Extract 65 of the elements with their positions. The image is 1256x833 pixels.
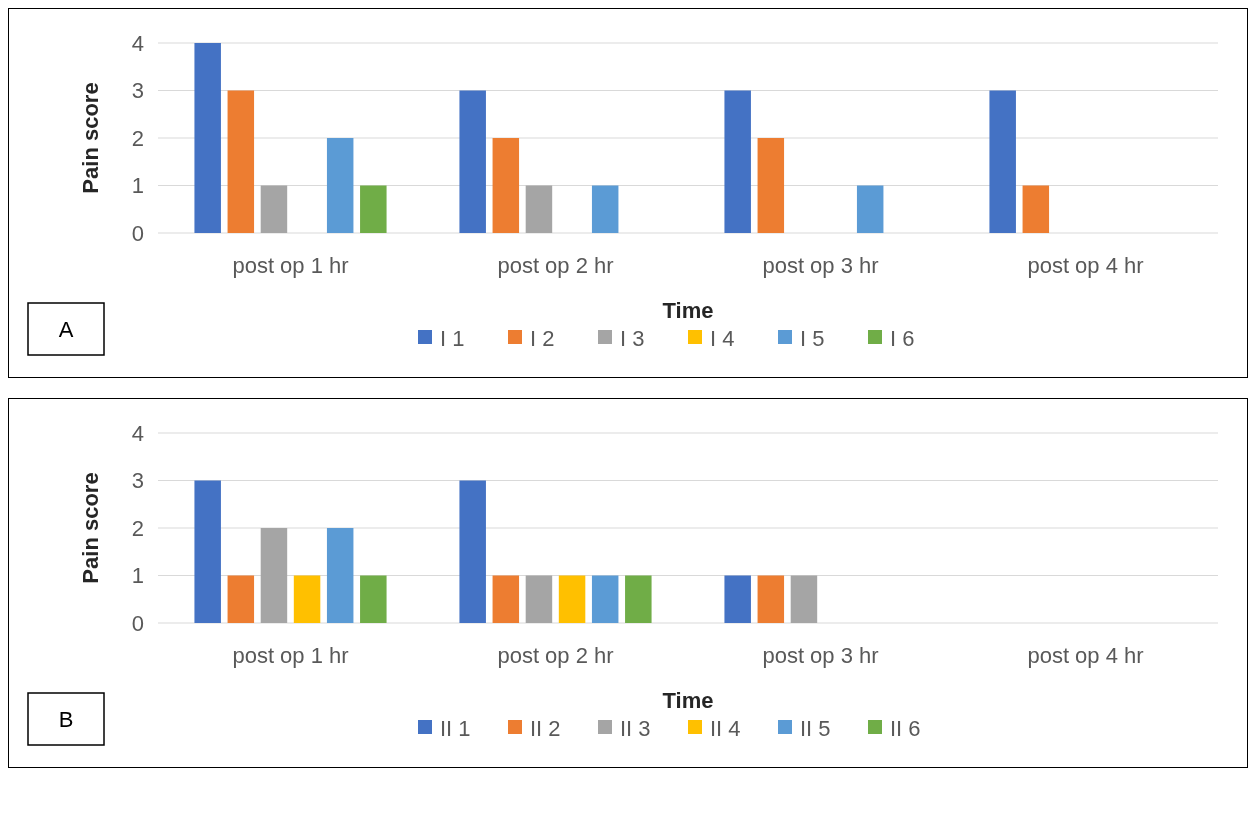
legend-label: II 5	[800, 715, 831, 741]
x-tick-label: post op 2 hr	[497, 643, 614, 668]
y-tick-label: 0	[131, 220, 144, 246]
y-tick-label: 0	[131, 610, 144, 636]
legend-label: I 3	[620, 325, 645, 351]
x-tick-label: post op 1 hr	[232, 253, 349, 278]
bar	[459, 90, 486, 233]
legend-label: II 1	[440, 715, 471, 741]
bar	[757, 138, 785, 233]
bar	[326, 528, 354, 623]
bar	[591, 185, 619, 233]
bar	[790, 575, 818, 623]
x-tick-label: post op 4 hr	[1027, 253, 1144, 278]
bar	[360, 185, 387, 233]
y-tick-label: 2	[131, 515, 144, 541]
legend-label: I 4	[710, 325, 735, 351]
y-tick-label: 2	[131, 125, 144, 151]
text: A	[58, 316, 74, 342]
x-axis-title: Time	[662, 688, 714, 713]
x-tick-label: post op 4 hr	[1027, 643, 1144, 668]
bar	[492, 138, 520, 233]
bar	[260, 528, 288, 623]
y-tick-label: 4	[131, 420, 144, 446]
y-tick-label: 1	[131, 173, 144, 199]
bar	[194, 480, 221, 623]
bar	[525, 185, 553, 233]
bar	[227, 90, 255, 233]
y-tick-label: 3	[131, 78, 144, 104]
bar	[326, 138, 354, 233]
bar	[194, 43, 221, 233]
legend-label: II 4	[710, 715, 741, 741]
legend-label: I 6	[890, 325, 915, 351]
bar	[492, 575, 520, 623]
legend-label: I 1	[440, 325, 465, 351]
bar	[1022, 185, 1050, 233]
bar	[525, 575, 553, 623]
bar	[757, 575, 785, 623]
bar	[227, 575, 255, 623]
text: B	[58, 706, 74, 732]
bar	[260, 185, 288, 233]
bar	[459, 480, 486, 623]
bar	[724, 90, 751, 233]
legend-label: I 2	[530, 325, 555, 351]
y-axis-title: Pain score	[78, 472, 103, 584]
legend-label: I 5	[800, 325, 825, 351]
bar	[625, 575, 652, 623]
y-tick-label: 3	[131, 468, 144, 494]
y-tick-label: 4	[131, 30, 144, 56]
bar	[724, 575, 751, 623]
y-tick-label: 1	[131, 563, 144, 589]
x-axis-title: Time	[662, 298, 714, 323]
legend-label: II 2	[530, 715, 561, 741]
legend-label: II 3	[620, 715, 651, 741]
bar	[293, 575, 321, 623]
legend-label: II 6	[890, 715, 921, 741]
x-tick-label: post op 3 hr	[762, 253, 879, 278]
bar	[558, 575, 586, 623]
bar	[591, 575, 619, 623]
x-tick-label: post op 2 hr	[497, 253, 614, 278]
bar	[989, 90, 1016, 233]
x-tick-label: post op 1 hr	[232, 643, 349, 668]
bar	[856, 185, 884, 233]
bar	[360, 575, 387, 623]
x-tick-label: post op 3 hr	[762, 643, 879, 668]
y-axis-title: Pain score	[78, 82, 103, 194]
